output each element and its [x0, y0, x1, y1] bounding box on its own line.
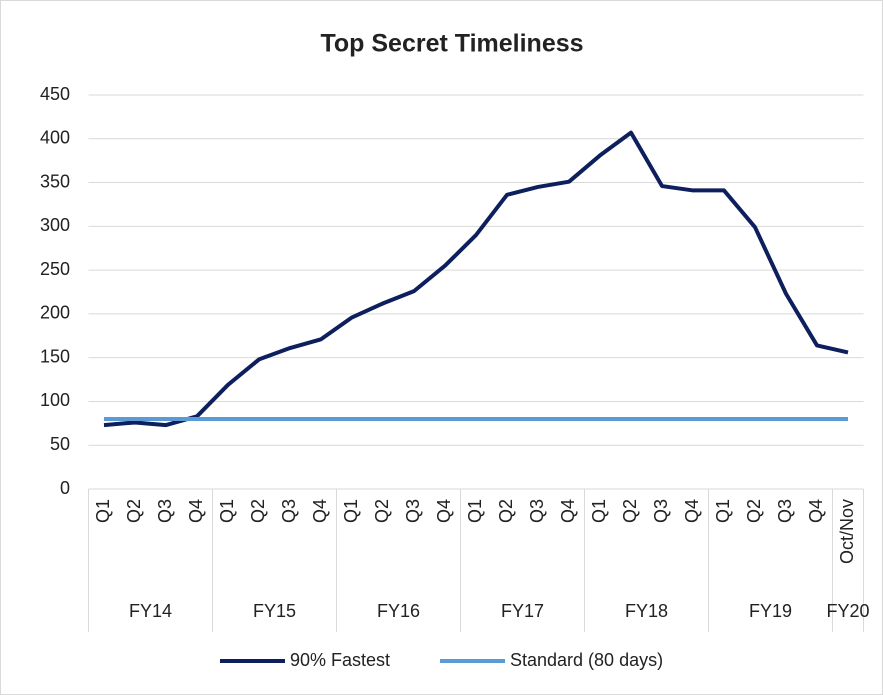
x-tick-label: Oct/Nov [837, 499, 857, 564]
x-tick-label: Q4 [186, 499, 206, 523]
x-tick-label: Q4 [434, 499, 454, 523]
group-label: FY17 [501, 601, 544, 621]
group-label: FY18 [625, 601, 668, 621]
x-tick-label: Q1 [713, 499, 733, 523]
x-tick-label: Q4 [310, 499, 330, 523]
x-tick-label: Q4 [682, 499, 702, 523]
y-tick-label: 0 [60, 478, 70, 498]
y-tick-label: 450 [40, 84, 70, 104]
x-tick-label: Q1 [341, 499, 361, 523]
x-tick-label: Q4 [806, 499, 826, 523]
x-tick-label: Q2 [620, 499, 640, 523]
group-label: FY20 [826, 601, 869, 621]
chart-title: Top Secret Timeliness [320, 30, 583, 58]
group-label: FY16 [377, 601, 420, 621]
group-label: FY14 [129, 601, 172, 621]
y-tick-label: 300 [40, 215, 70, 235]
x-tick-label: Q1 [217, 499, 237, 523]
series-line [103, 130, 849, 428]
x-tick-label: Q2 [124, 499, 144, 523]
y-tick-label: 350 [40, 171, 70, 191]
legend-label: 90% Fastest [290, 650, 390, 670]
y-tick-label: 250 [40, 259, 70, 279]
x-tick-label: Q2 [744, 499, 764, 523]
x-tick-label: Q1 [93, 499, 113, 523]
x-tick-label: Q3 [403, 499, 423, 523]
x-tick-label: Q3 [279, 499, 299, 523]
x-tick-label: Q2 [372, 499, 392, 523]
y-tick-label: 200 [40, 303, 70, 323]
x-tick-label: Q2 [496, 499, 516, 523]
y-tick-label: 100 [40, 390, 70, 410]
x-tick-label: Q3 [651, 499, 671, 523]
y-tick-label: 400 [40, 128, 70, 148]
x-tick-label: Q3 [775, 499, 795, 523]
x-tick-label: Q3 [155, 499, 175, 523]
x-tick-label: Q2 [248, 499, 268, 523]
y-tick-label: 50 [50, 434, 70, 454]
x-tick-label: Q4 [558, 499, 578, 523]
group-label: FY15 [253, 601, 296, 621]
group-label: FY19 [749, 601, 792, 621]
legend-label: Standard (80 days) [510, 650, 663, 670]
y-tick-label: 150 [40, 346, 70, 366]
x-tick-label: Q1 [465, 499, 485, 523]
x-tick-label: Q1 [589, 499, 609, 523]
x-tick-label: Q3 [527, 499, 547, 523]
